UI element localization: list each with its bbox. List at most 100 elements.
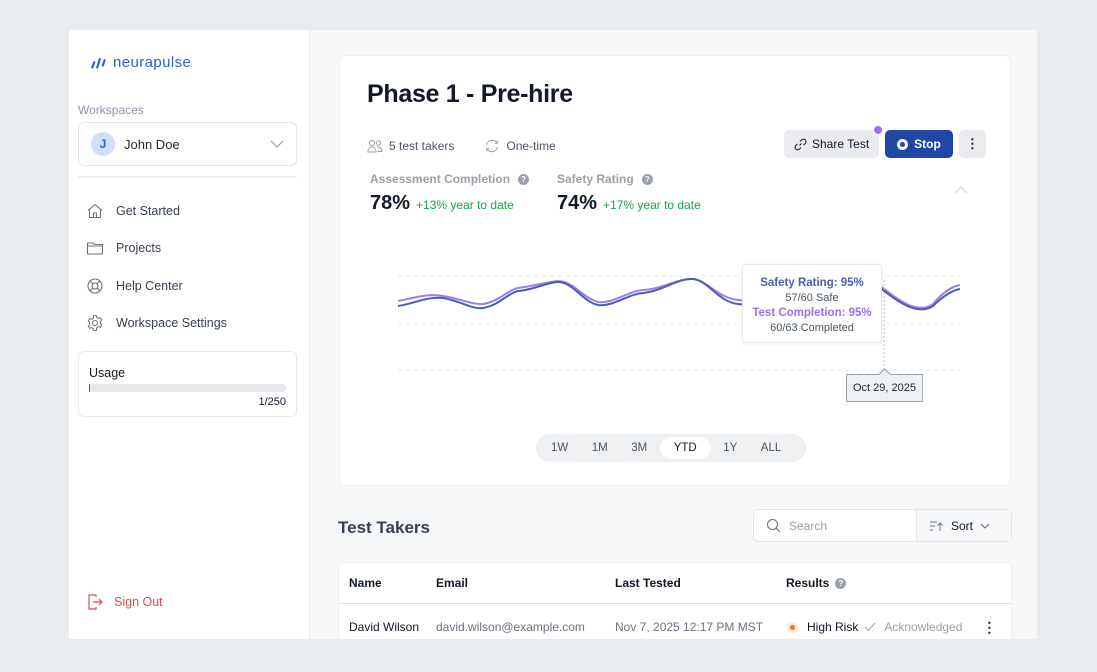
tooltip-safety: Safety Rating: 95% xyxy=(760,277,864,289)
workspaces-label: Workspaces xyxy=(78,103,144,117)
sidebar-item-get-started[interactable]: Get Started xyxy=(86,192,227,230)
result-label: High Risk xyxy=(807,620,859,634)
sidebar: neurapulse Workspaces J John Doe Get Sta… xyxy=(69,30,310,639)
cell-name: David Wilson xyxy=(349,620,420,634)
chart-date-label: Oct 29, 2025 xyxy=(846,374,923,402)
table-row[interactable]: David Wilson david.wilson@example.com No… xyxy=(339,604,1011,639)
check-icon xyxy=(865,622,876,632)
sign-out-button[interactable]: Sign Out xyxy=(86,593,163,611)
home-icon xyxy=(87,203,103,218)
risk-indicator-icon xyxy=(790,624,795,630)
sign-out-label: Sign Out xyxy=(114,595,163,609)
test-takers-heading: Test Takers xyxy=(338,518,430,537)
tooltip-completion-sub: 60/63 Completed xyxy=(770,322,854,334)
stat-delta: +17% year to date xyxy=(603,198,701,212)
range-3m[interactable]: 3M xyxy=(631,442,648,454)
sidebar-item-workspace-settings[interactable]: Workspace Settings xyxy=(86,305,227,343)
chevron-down-icon xyxy=(980,523,990,529)
sidebar-item-label: Get Started xyxy=(116,203,180,218)
more-options-button[interactable]: ⋮ xyxy=(958,130,986,158)
link-icon xyxy=(794,138,807,150)
workspace-name: John Doe xyxy=(124,136,180,152)
chevron-down-icon xyxy=(270,140,284,148)
refresh-icon xyxy=(486,139,499,153)
avatar: J xyxy=(91,132,115,156)
sidebar-item-label: Help Center xyxy=(116,278,183,293)
brand-name: neurapulse xyxy=(113,54,192,71)
app-window: neurapulse Workspaces J John Doe Get Sta… xyxy=(69,30,1037,639)
column-header-name[interactable]: Name xyxy=(349,576,382,590)
sign-out-icon xyxy=(88,594,103,610)
help-icon[interactable]: ? xyxy=(641,173,653,185)
column-header-results[interactable]: Results? xyxy=(786,576,1011,590)
column-header-last-tested[interactable]: Last Tested xyxy=(615,576,681,590)
sort-button[interactable]: Sort xyxy=(917,510,1011,541)
usage-count: 1/250 xyxy=(258,396,286,408)
search-icon xyxy=(766,518,781,533)
sort-label: Sort xyxy=(951,518,974,533)
sidebar-item-projects[interactable]: Projects xyxy=(86,230,227,268)
share-test-button[interactable]: Share Test xyxy=(784,125,884,158)
users-icon xyxy=(367,139,383,153)
stat-delta: +13% year to date xyxy=(416,198,514,212)
sidebar-item-label: Workspace Settings xyxy=(116,316,227,331)
frequency: One-time xyxy=(506,139,556,153)
sidebar-divider xyxy=(78,176,297,178)
test-takers-table: Name Email Last Tested Results? David Wi… xyxy=(338,562,1012,639)
sidebar-item-help-center[interactable]: Help Center xyxy=(86,267,227,305)
stop-icon xyxy=(897,138,909,150)
sort-icon xyxy=(930,521,943,531)
folder-icon xyxy=(86,242,104,255)
usage-progress-fill xyxy=(89,384,90,392)
cell-last-tested: Nov 7, 2025 12:17 PM MST xyxy=(615,620,764,634)
share-test-label: Share Test xyxy=(812,137,870,151)
chart-tooltip: Safety Rating: 95% 57/60 Safe Test Compl… xyxy=(742,264,882,343)
usage-label: Usage xyxy=(89,366,126,380)
lifebuoy-icon xyxy=(87,278,103,294)
cell-email: david.wilson@example.com xyxy=(436,620,585,634)
column-header-email[interactable]: Email xyxy=(436,576,469,590)
overview-card: Phase 1 - Pre-hire 5 test takers One-tim… xyxy=(339,55,1011,486)
cell-results: High Risk Acknowledged ⋮ xyxy=(786,619,1011,636)
tooltip-completion: Test Completion: 95% xyxy=(752,307,872,319)
sidebar-nav: Get Started Projects Help Center Workspa… xyxy=(86,192,227,342)
notification-dot xyxy=(873,125,884,135)
results-header-label: Results xyxy=(786,576,830,590)
gear-icon xyxy=(87,315,103,332)
stat-label: Assessment Completion xyxy=(370,172,511,186)
stat-assessment-completion: Assessment Completion? 78% +13% year to d… xyxy=(370,172,530,215)
range-all[interactable]: ALL xyxy=(760,442,782,454)
range-1m[interactable]: 1M xyxy=(591,442,608,454)
usage-progress-bar xyxy=(89,384,286,392)
search-box[interactable] xyxy=(754,510,917,541)
stat-safety-rating: Safety Rating? 74% +17% year to date xyxy=(557,172,701,215)
page-title: Phase 1 - Pre-hire xyxy=(367,80,573,108)
main-content: Phase 1 - Pre-hire 5 test takers One-tim… xyxy=(310,30,1037,639)
range-1y[interactable]: 1Y xyxy=(723,442,738,454)
stop-button[interactable]: Stop xyxy=(885,130,953,158)
tooltip-safety-sub: 57/60 Safe xyxy=(785,292,839,304)
sidebar-item-label: Projects xyxy=(116,241,162,256)
action-buttons: Share Test Stop ⋮ xyxy=(784,125,986,158)
stat-value: 78% xyxy=(370,192,411,214)
test-meta: 5 test takers One-time xyxy=(367,139,556,153)
test-takers-count: 5 test takers xyxy=(389,139,455,153)
acknowledged-status: Acknowledged xyxy=(884,620,963,634)
help-icon[interactable]: ? xyxy=(518,173,530,185)
search-sort-group: Sort xyxy=(753,509,1012,542)
range-1w[interactable]: 1W xyxy=(551,442,569,454)
search-input[interactable] xyxy=(789,518,899,533)
table-header: Name Email Last Tested Results? xyxy=(339,563,1011,604)
range-ytd[interactable]: YTD xyxy=(659,437,711,459)
help-icon[interactable]: ? xyxy=(835,577,847,589)
range-selector: 1W 1M 3M YTD 1Y ALL xyxy=(536,434,806,462)
usage-card: Usage 1/250 xyxy=(78,351,297,417)
row-more-options-button[interactable]: ⋮ xyxy=(982,618,997,635)
chevron-up-icon[interactable] xyxy=(954,186,968,194)
stat-label: Safety Rating xyxy=(557,172,634,186)
stop-label: Stop xyxy=(914,137,941,151)
brand-mark-icon xyxy=(91,57,106,69)
brand-logo[interactable]: neurapulse xyxy=(90,54,191,71)
workspace-selector[interactable]: J John Doe xyxy=(78,122,297,166)
stat-value: 74% xyxy=(557,192,598,214)
